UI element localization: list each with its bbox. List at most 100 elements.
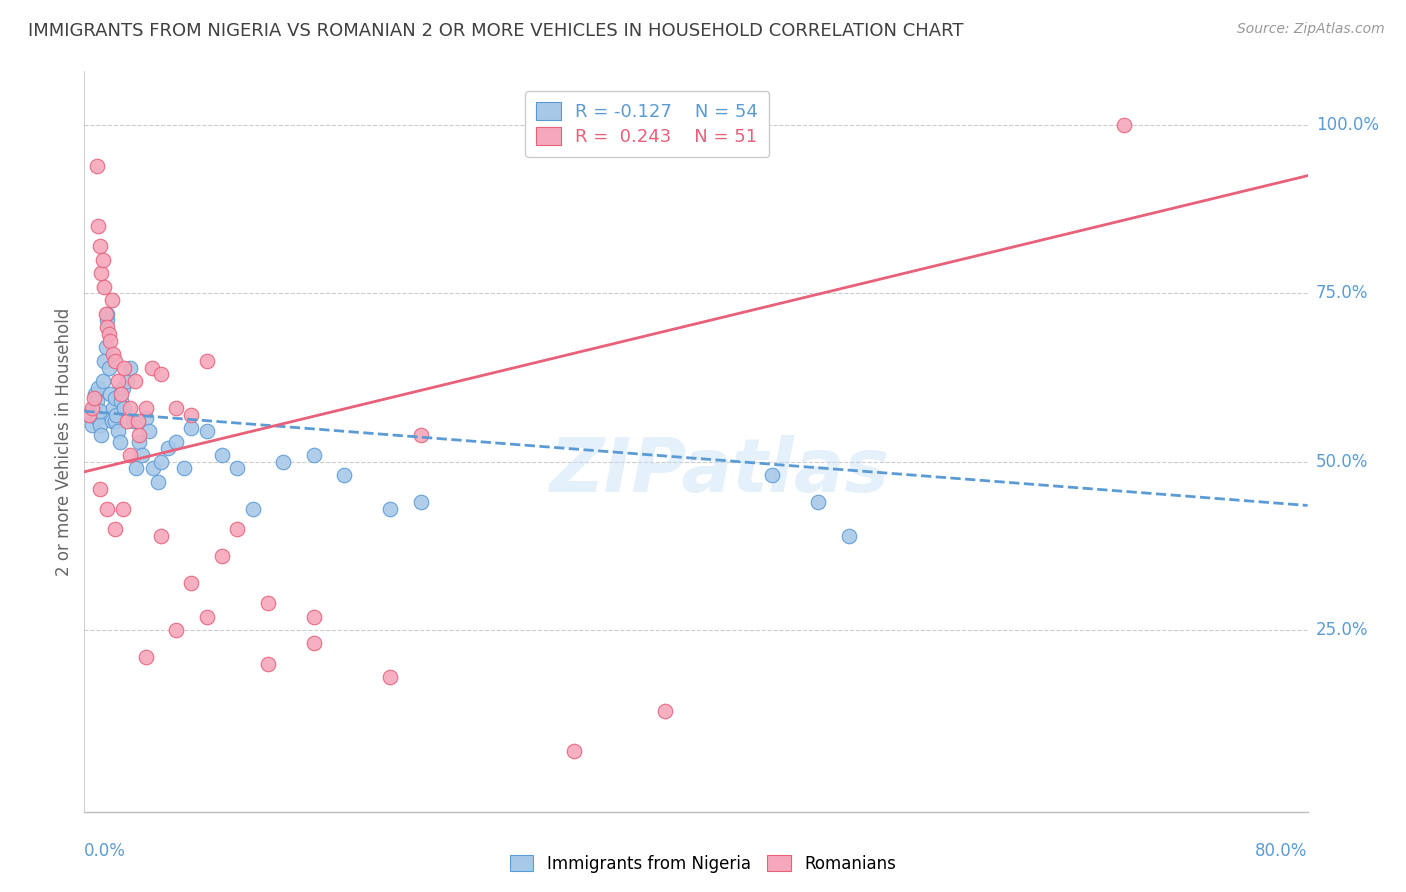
Point xyxy=(409,495,432,509)
Point xyxy=(135,411,157,425)
Point xyxy=(120,448,142,462)
Point xyxy=(107,425,129,439)
Point xyxy=(101,293,124,308)
Point xyxy=(87,381,110,395)
Point xyxy=(165,401,187,415)
Point xyxy=(96,320,118,334)
Point xyxy=(333,468,356,483)
Point xyxy=(104,522,127,536)
Point xyxy=(86,394,108,409)
Point xyxy=(84,387,107,401)
Point xyxy=(77,408,100,422)
Y-axis label: 2 or more Vehicles in Household: 2 or more Vehicles in Household xyxy=(55,308,73,575)
Point xyxy=(302,609,325,624)
Point xyxy=(96,501,118,516)
Text: IMMIGRANTS FROM NIGERIA VS ROMANIAN 2 OR MORE VEHICLES IN HOUSEHOLD CORRELATION : IMMIGRANTS FROM NIGERIA VS ROMANIAN 2 OR… xyxy=(28,22,963,40)
Point xyxy=(93,279,115,293)
Point xyxy=(380,670,402,684)
Point xyxy=(86,159,108,173)
Point xyxy=(302,636,325,650)
Point xyxy=(98,334,121,348)
Point xyxy=(142,461,165,475)
Point xyxy=(89,417,111,432)
Point xyxy=(89,482,111,496)
Point xyxy=(122,414,145,428)
Point xyxy=(115,374,138,388)
Point xyxy=(409,427,432,442)
Text: 50.0%: 50.0% xyxy=(1316,453,1368,471)
Point xyxy=(195,353,218,368)
Point xyxy=(257,657,280,671)
Text: ZIPatlas: ZIPatlas xyxy=(550,434,890,508)
Point xyxy=(91,252,114,267)
Point xyxy=(80,401,103,415)
Point xyxy=(107,374,129,388)
Point xyxy=(125,461,148,475)
Point xyxy=(77,408,100,422)
Text: Source: ZipAtlas.com: Source: ZipAtlas.com xyxy=(1237,22,1385,37)
Point xyxy=(138,425,160,439)
Point xyxy=(149,368,172,382)
Point xyxy=(1114,118,1136,132)
Point xyxy=(128,427,150,442)
Point xyxy=(97,360,120,375)
Point xyxy=(110,394,132,409)
Point xyxy=(115,414,138,428)
Point xyxy=(83,391,105,405)
Point xyxy=(94,340,117,354)
Point xyxy=(838,529,860,543)
Point xyxy=(149,529,172,543)
Point xyxy=(91,374,114,388)
Point xyxy=(124,374,146,388)
Point xyxy=(180,421,202,435)
Point xyxy=(226,522,249,536)
Point xyxy=(562,744,585,758)
Point xyxy=(86,411,108,425)
Point xyxy=(105,408,128,422)
Point xyxy=(111,381,134,395)
Point xyxy=(89,239,111,253)
Point xyxy=(98,387,121,401)
Point xyxy=(104,353,127,368)
Point xyxy=(87,219,110,234)
Point xyxy=(101,414,124,428)
Point xyxy=(380,501,402,516)
Point xyxy=(94,307,117,321)
Point xyxy=(108,434,131,449)
Point xyxy=(127,414,149,428)
Point xyxy=(807,495,830,509)
Legend: R = -0.127    N = 54, R =  0.243    N = 51: R = -0.127 N = 54, R = 0.243 N = 51 xyxy=(524,92,769,157)
Text: 25.0%: 25.0% xyxy=(1316,621,1368,639)
Text: 80.0%: 80.0% xyxy=(1256,842,1308,860)
Point xyxy=(110,387,132,401)
Point xyxy=(135,649,157,664)
Legend: Immigrants from Nigeria, Romanians: Immigrants from Nigeria, Romanians xyxy=(503,848,903,880)
Point xyxy=(104,414,127,428)
Point xyxy=(180,575,202,590)
Point xyxy=(90,427,112,442)
Point xyxy=(96,313,118,327)
Point xyxy=(96,307,118,321)
Point xyxy=(112,360,135,375)
Point xyxy=(654,704,676,718)
Point xyxy=(128,434,150,449)
Point xyxy=(761,468,783,483)
Point xyxy=(146,475,169,489)
Point xyxy=(111,501,134,516)
Point xyxy=(302,448,325,462)
Point xyxy=(120,401,142,415)
Text: 0.0%: 0.0% xyxy=(84,842,127,860)
Point xyxy=(97,326,120,341)
Point xyxy=(257,596,280,610)
Point xyxy=(180,408,202,422)
Point xyxy=(93,353,115,368)
Point xyxy=(135,401,157,415)
Point xyxy=(112,401,135,415)
Point xyxy=(226,461,249,475)
Point xyxy=(195,425,218,439)
Point xyxy=(271,455,294,469)
Point xyxy=(211,549,233,563)
Point xyxy=(165,623,187,637)
Point xyxy=(165,434,187,449)
Point xyxy=(80,417,103,432)
